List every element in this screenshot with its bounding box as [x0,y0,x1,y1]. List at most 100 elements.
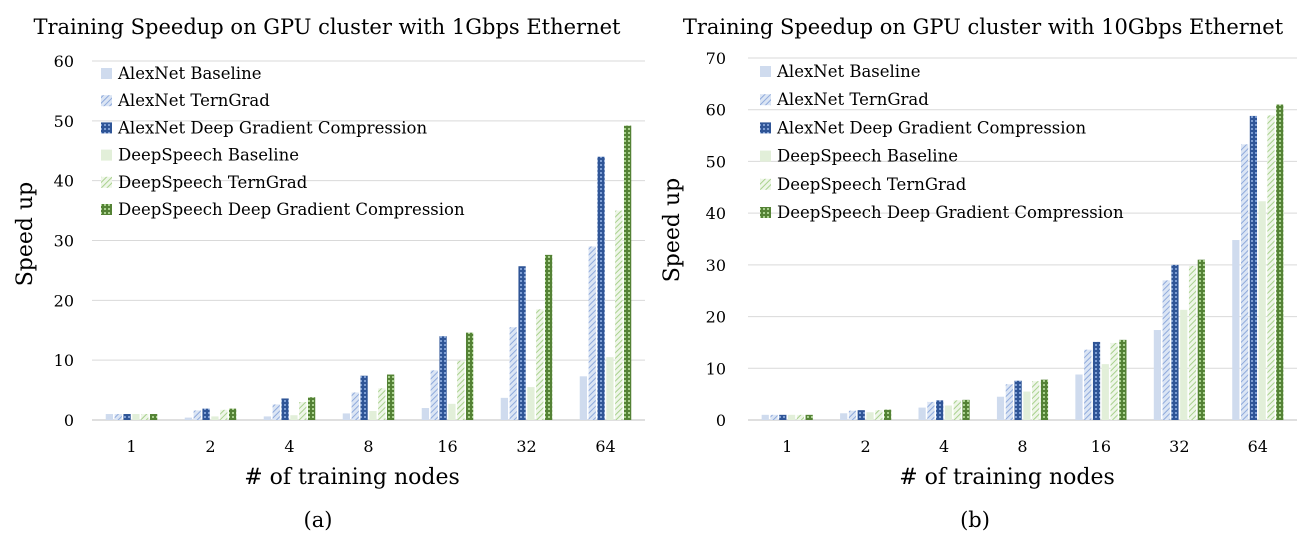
panel-caption: (b) [960,508,990,532]
y-tick-label: 40 [54,172,74,191]
bar [1249,115,1258,421]
bar [962,399,970,420]
bar [840,413,848,420]
bar [509,327,517,420]
bar [579,376,588,420]
bar [1267,115,1275,420]
bar [1188,265,1197,420]
bar [1092,341,1101,420]
chart-panel-a: Training Speedup on GPU cluster with 1Gb… [13,15,645,532]
x-tick-label: 64 [1248,437,1268,456]
bar [779,414,787,420]
chart-a-svg: Training Speedup on GPU cluster with 1Gb… [13,15,645,532]
x-tick-label: 16 [1091,437,1111,456]
y-axis-title: Speed up [660,178,685,283]
bar [944,405,953,420]
bar [105,414,114,420]
bar [996,396,1005,420]
legend-label: AlexNet Baseline [117,64,261,83]
bar [457,360,465,420]
legend-label: DeepSpeech Baseline [118,146,299,165]
legend-swatch [760,178,771,190]
bar [918,407,926,420]
x-axis-title: # of training nodes [244,465,460,490]
x-tick-label: 4 [939,437,949,456]
bar [430,370,438,420]
bar [220,409,228,420]
bar [114,414,122,420]
x-tick-label: 8 [1017,437,1027,456]
legend-swatch [101,95,112,107]
bar [141,414,149,420]
bar [1276,104,1284,421]
bar [290,415,298,420]
bar [193,410,201,420]
bar [623,125,632,421]
legend-swatch [101,122,112,134]
y-tick-label: 60 [706,101,726,120]
x-tick-label: 1 [126,437,136,456]
bar [1075,374,1083,420]
y-tick-label: 10 [54,351,74,370]
legend-swatch [101,204,112,215]
legend-swatch [760,66,771,77]
y-tick-label: 0 [64,411,74,430]
bar [597,156,605,420]
bar [1153,330,1162,420]
bar [500,397,509,420]
bar [378,388,386,420]
bar [386,374,395,420]
legend-swatch [101,149,112,161]
x-tick-label: 32 [1169,437,1189,456]
bar [1197,259,1205,420]
legend-label: AlexNet Deep Gradient Compression [776,118,1086,137]
x-tick-label: 1 [782,437,792,456]
legend-label: DeepSpeech TernGrad [118,173,308,192]
y-tick-label: 20 [706,308,726,327]
y-tick-label: 40 [706,204,726,223]
legend-label: DeepSpeech Baseline [777,147,958,166]
bar [1171,264,1179,420]
y-tick-label: 0 [716,411,726,430]
y-tick-label: 30 [54,232,74,251]
bar [527,387,535,420]
legend-swatch [101,68,112,79]
bar [787,414,796,420]
bar [857,410,865,420]
chart-panel-b: Training Speedup on GPU cluster with 10G… [655,0,1309,540]
bar [448,403,456,420]
bar [360,375,368,420]
y-tick-label: 50 [706,152,726,171]
y-tick-label: 30 [706,256,726,275]
bar [875,410,883,420]
x-tick-label: 16 [437,437,457,456]
bar [439,336,447,420]
bar [1162,280,1170,420]
bar [272,404,280,420]
bar [544,254,553,420]
bar [1084,349,1092,420]
chart-b-svg: Training Speedup on GPU cluster with 10G… [660,15,1297,532]
bar [211,416,219,420]
bar [1014,380,1022,420]
legend-label: AlexNet Baseline [776,62,920,81]
x-tick-label: 64 [595,437,615,456]
bar [866,412,874,420]
bar [1005,384,1013,420]
bar [1119,339,1127,420]
y-tick-label: 60 [54,52,74,71]
legend-label: DeepSpeech Deep Gradient Compression [118,200,465,219]
legend-label: DeepSpeech Deep Gradient Compression [777,203,1124,222]
bar [770,414,778,420]
legend-label: DeepSpeech TernGrad [777,175,967,194]
bar [421,408,430,420]
legend-swatch [760,122,771,134]
bar [848,410,857,420]
bar [1110,342,1118,420]
x-tick-label: 32 [516,437,536,456]
y-tick-label: 20 [54,291,74,310]
bar [123,414,131,420]
bar [1040,379,1049,420]
x-tick-label: 8 [363,437,373,456]
legend-swatch [760,150,771,162]
